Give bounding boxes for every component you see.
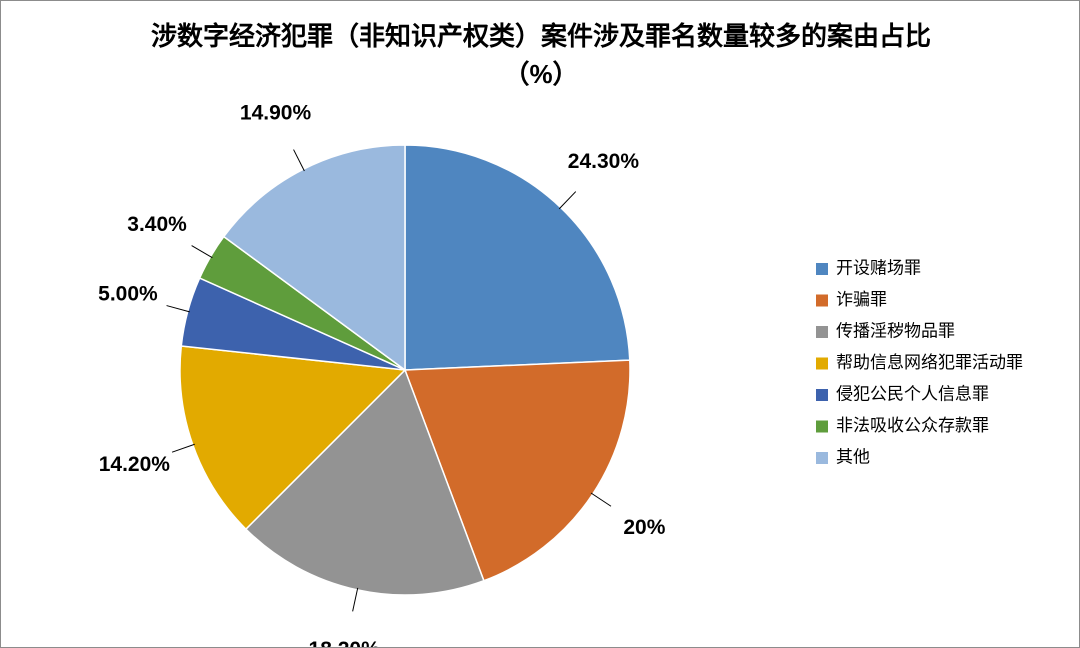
legend-label: 侵犯公民个人信息罪 [836, 384, 989, 403]
data-label: 20% [623, 516, 665, 539]
chart-title: 涉数字经济犯罪（非知识产权类）案件涉及罪名数量较多的案由占比（%） [150, 21, 931, 89]
leader-line [352, 587, 359, 612]
legend-label: 传播淫秽物品罪 [836, 321, 955, 340]
leader-line [171, 443, 195, 453]
legend-label: 开设赌场罪 [836, 258, 921, 277]
leader-line [293, 149, 305, 172]
legend-swatch [816, 263, 828, 275]
legend-swatch [816, 452, 828, 464]
data-label: 24.30% [568, 150, 640, 173]
leader-line [191, 245, 213, 259]
data-label: 5.00% [98, 283, 158, 306]
legend-swatch [816, 389, 828, 401]
data-label: 18.20% [309, 638, 381, 647]
legend-label: 诈骗罪 [836, 290, 887, 309]
legend-label: 帮助信息网络犯罪活动罪 [836, 353, 1023, 372]
legend-swatch [816, 326, 828, 338]
legend-swatch [816, 294, 828, 307]
leader-line [590, 492, 612, 507]
legend-label: 其他 [836, 447, 870, 466]
pie-slice [404, 144, 631, 371]
data-label: 14.90% [240, 101, 312, 124]
leader-line [558, 191, 577, 210]
legend-swatch [816, 357, 828, 370]
legend-swatch [816, 420, 828, 433]
legend-label: 非法吸收公众存款罪 [836, 416, 989, 435]
leader-line [166, 305, 190, 313]
data-label: 14.20% [99, 453, 171, 476]
data-label: 3.40% [127, 213, 187, 236]
